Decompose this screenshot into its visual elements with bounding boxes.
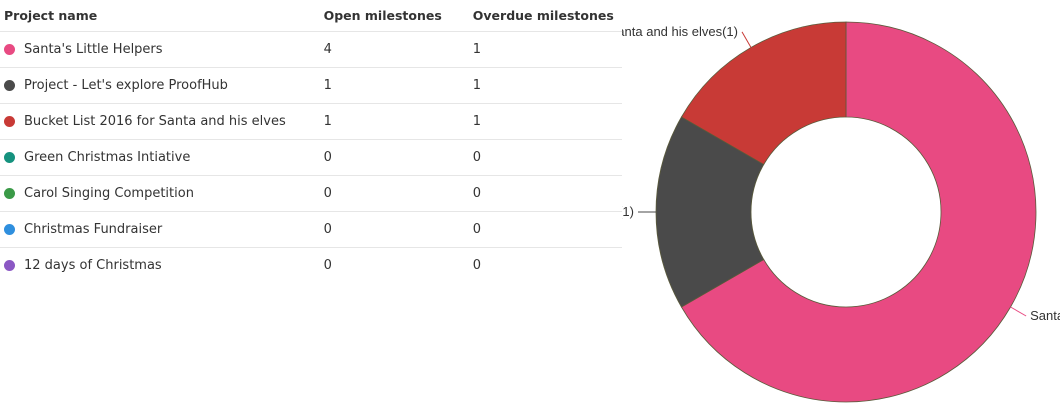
project-color-dot: [4, 116, 15, 127]
project-name[interactable]: 12 days of Christmas: [24, 258, 162, 273]
donut-slice[interactable]: [655, 116, 765, 308]
open-milestones-count: 4: [323, 31, 473, 68]
open-milestones-count: 1: [323, 103, 473, 140]
overdue-milestones-count: 1: [472, 67, 622, 104]
table-row[interactable]: Santa's Little Helpers 4 1: [0, 31, 622, 68]
projects-table: Project name Open milestones Overdue mil…: [0, 0, 622, 283]
header-project-name: Project name: [0, 0, 324, 32]
open-milestones-count: 0: [323, 211, 473, 248]
open-milestones-count: 0: [323, 139, 473, 176]
donut-slice[interactable]: [680, 21, 847, 166]
table-header-row: Project name Open milestones Overdue mil…: [0, 0, 622, 32]
overdue-milestones-count: 0: [472, 175, 622, 212]
table-row[interactable]: Christmas Fundraiser 0 0: [0, 211, 622, 248]
project-color-dot: [4, 44, 15, 55]
project-color-dot: [4, 224, 15, 235]
project-color-dot: [4, 188, 15, 199]
open-milestones-count: 1: [323, 67, 473, 104]
slice-label-leader: [741, 31, 752, 48]
project-name[interactable]: Bucket List 2016 for Santa and his elves: [24, 114, 286, 129]
project-color-dot: [4, 80, 15, 91]
table-row[interactable]: 12 days of Christmas 0 0: [0, 248, 622, 284]
donut-slice[interactable]: [680, 21, 1037, 403]
overdue-milestones-count: 1: [472, 103, 622, 140]
project-name[interactable]: Project - Let's explore ProofHub: [24, 78, 228, 93]
slice-label: Santa's Little H: [1030, 308, 1060, 323]
open-milestones-count: 0: [323, 258, 332, 273]
project-color-dot: [4, 152, 15, 163]
table-row[interactable]: Project - Let's explore ProofHub 1 1: [0, 67, 622, 104]
overdue-milestones-count: 0: [472, 139, 622, 176]
project-color-dot: [4, 260, 15, 271]
slice-label: List 2016 for Santa and his elves(1): [622, 24, 738, 39]
overdue-milestones-count: 1: [472, 31, 622, 68]
project-name[interactable]: Christmas Fundraiser: [24, 222, 163, 237]
header-open-milestones: Open milestones: [323, 0, 473, 32]
overdue-milestones-count: 0: [472, 258, 482, 273]
overdue-milestones-count: 0: [472, 211, 622, 248]
milestones-donut-chart: Santa's Little H e ProofHub(1) List 2016 f…: [622, 0, 1060, 412]
table-row[interactable]: Green Christmas Intiative 0 0: [0, 139, 622, 176]
header-overdue-milestones: Overdue milestones: [472, 0, 622, 32]
donut-svg: Santa's Little H e ProofHub(1) List 2016 f…: [622, 21, 1060, 403]
slice-label: e ProofHub(1): [622, 204, 634, 219]
table-row[interactable]: Bucket List 2016 for Santa and his elves…: [0, 103, 622, 140]
project-name[interactable]: Green Christmas Intiative: [24, 150, 191, 165]
table-row[interactable]: Carol Singing Competition 0 0: [0, 175, 622, 212]
project-name[interactable]: Santa's Little Helpers: [24, 42, 163, 57]
slice-label-leader: [1010, 306, 1027, 317]
project-name[interactable]: Carol Singing Competition: [24, 186, 194, 201]
open-milestones-count: 0: [323, 175, 473, 212]
